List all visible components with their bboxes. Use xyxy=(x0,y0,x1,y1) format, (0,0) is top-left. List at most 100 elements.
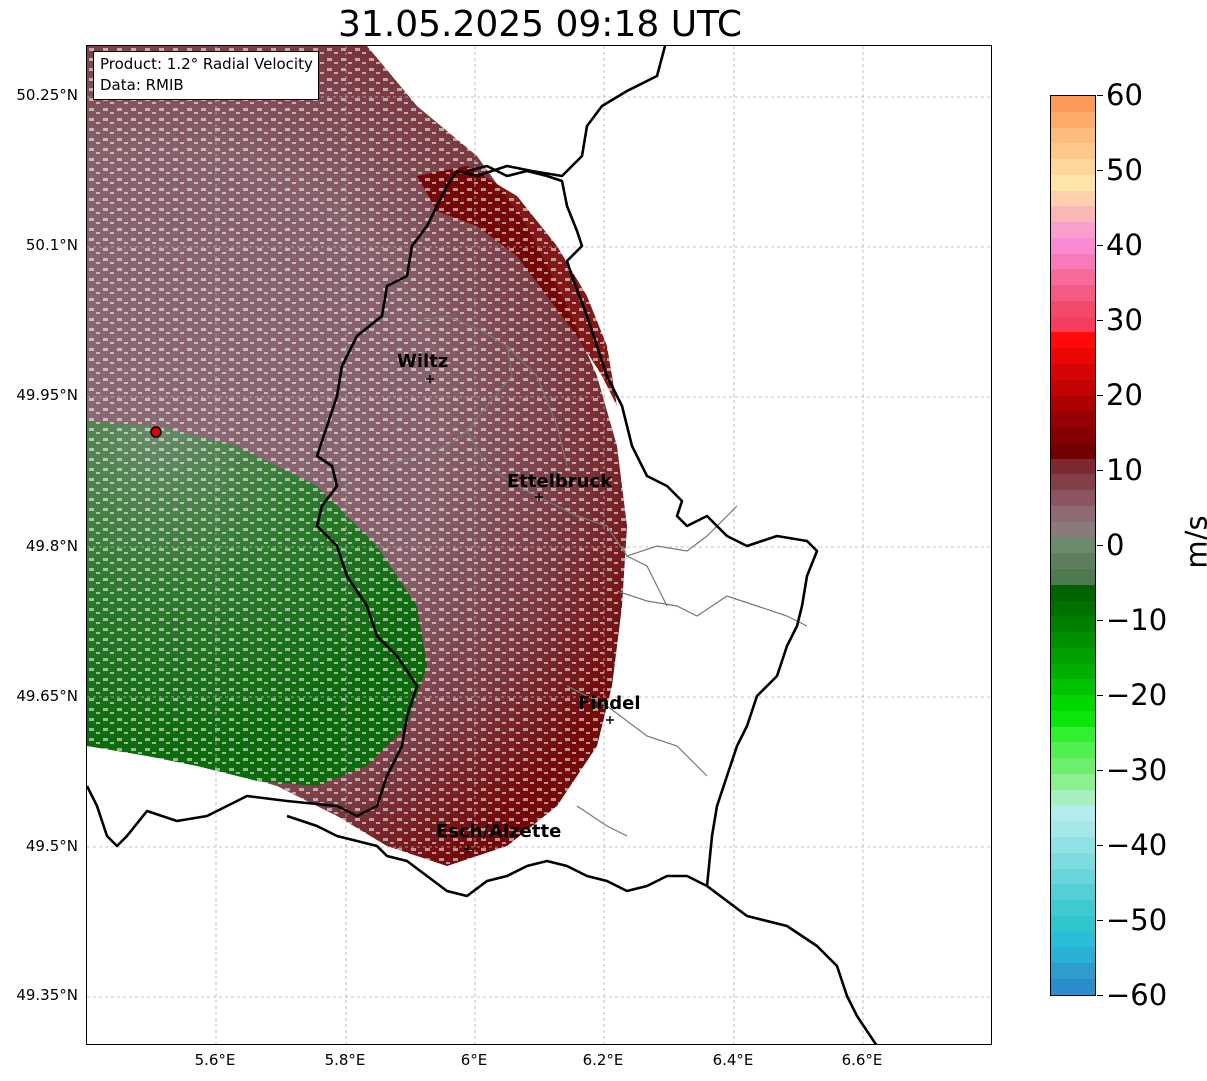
city-label-esch-alzette: Esch/Alzette xyxy=(436,821,562,842)
colorbar-segment xyxy=(1051,978,1095,995)
colorbar-tick xyxy=(1097,245,1103,246)
colorbar-segment xyxy=(1051,852,1095,869)
colorbar-tick xyxy=(1097,170,1103,171)
colorbar-segment xyxy=(1051,206,1095,223)
colorbar-tick xyxy=(1097,770,1103,771)
noise-speckle xyxy=(87,46,647,866)
colorbar-tick xyxy=(1097,995,1103,996)
map-title: 31.05.2025 09:18 UTC xyxy=(337,4,743,45)
lat-tick-label: 49.35°N xyxy=(16,986,78,1004)
colorbar-segment xyxy=(1051,458,1095,475)
colorbar-tick xyxy=(1097,320,1103,321)
colorbar-segment xyxy=(1051,332,1095,349)
colorbar-segment xyxy=(1051,931,1095,948)
colorbar-tick xyxy=(1097,695,1103,696)
colorbar-segment xyxy=(1051,695,1095,711)
colorbar-segment xyxy=(1051,947,1095,964)
lon-tick-label: 5.8°E xyxy=(324,1051,366,1069)
city-label-findel: Findel xyxy=(578,693,641,714)
lon-tick-label: 6°E xyxy=(460,1051,488,1069)
colorbar-segment xyxy=(1051,127,1095,144)
colorbar-tick-label: 10 xyxy=(1106,453,1143,487)
colorbar-segment xyxy=(1051,285,1095,301)
colorbar-tick-label: 30 xyxy=(1106,303,1143,337)
colorbar-segment xyxy=(1051,742,1095,759)
colorbar-segment xyxy=(1051,963,1095,979)
lat-tick-label: 50.25°N xyxy=(16,86,78,104)
colorbar-segment xyxy=(1051,663,1095,680)
colorbar-segment xyxy=(1051,442,1095,459)
colorbar-tick xyxy=(1097,620,1103,621)
colorbar-tick-label: −60 xyxy=(1106,978,1168,1012)
colorbar-segment xyxy=(1051,679,1095,696)
radar-map-canvas xyxy=(87,46,991,1044)
colorbar-segment xyxy=(1051,96,1095,112)
colorbar-segment xyxy=(1051,237,1095,254)
colorbar-segment xyxy=(1051,174,1095,191)
colorbar-segment xyxy=(1051,379,1095,396)
colorbar-segment xyxy=(1051,395,1095,412)
lat-tick-label: 50.1°N xyxy=(25,236,78,254)
colorbar-segment xyxy=(1051,584,1095,601)
lon-tick-label: 6.2°E xyxy=(582,1051,624,1069)
colorbar-segment xyxy=(1051,710,1095,727)
colorbar-segment xyxy=(1051,159,1095,175)
colorbar-segment xyxy=(1051,300,1095,317)
colorbar-segment xyxy=(1051,364,1095,380)
colorbar-tick-label: 40 xyxy=(1106,228,1143,262)
lon-tick-label: 5.6°E xyxy=(194,1051,236,1069)
colorbar-segment xyxy=(1051,505,1095,522)
colorbar-segment xyxy=(1051,900,1095,916)
colorbar-segment xyxy=(1051,411,1095,428)
colorbar-segment xyxy=(1051,726,1095,743)
colorbar-tick-label: 0 xyxy=(1106,528,1125,562)
colorbar-segment xyxy=(1051,143,1095,160)
colorbar-segment xyxy=(1051,773,1095,790)
colorbar-tick xyxy=(1097,545,1103,546)
colorbar-segment xyxy=(1051,222,1095,238)
velocity-colorbar xyxy=(1050,95,1096,996)
colorbar-segment xyxy=(1051,758,1095,774)
city-label-ettelbruck: Ettelbruck xyxy=(507,471,613,492)
colorbar-segment xyxy=(1051,111,1095,128)
colorbar-segment xyxy=(1051,537,1095,554)
product-info-box: Product: 1.2° Radial Velocity Data: RMIB xyxy=(93,51,319,100)
colorbar-segment xyxy=(1051,805,1095,822)
lon-tick-label: 6.4°E xyxy=(712,1051,754,1069)
colorbar-tick-label: 60 xyxy=(1106,78,1143,112)
colorbar-tick xyxy=(1097,845,1103,846)
city-label-wiltz: Wiltz xyxy=(397,351,449,372)
colorbar-segment xyxy=(1051,474,1095,491)
product-label: Product: 1.2° Radial Velocity xyxy=(100,55,313,73)
colorbar-tick-label: −50 xyxy=(1106,903,1168,937)
colorbar-tick-label: −30 xyxy=(1106,753,1168,787)
colorbar-tick-label: −20 xyxy=(1106,678,1168,712)
colorbar-segment xyxy=(1051,821,1095,837)
national-borders xyxy=(87,46,878,1044)
lat-tick-label: 49.95°N xyxy=(16,386,78,404)
colorbar-unit-label: m/s xyxy=(1179,515,1207,569)
colorbar-segment xyxy=(1051,568,1095,585)
colorbar-segment xyxy=(1051,789,1095,806)
colorbar-tick xyxy=(1097,395,1103,396)
colorbar-segment xyxy=(1051,616,1095,633)
city-markers xyxy=(426,375,614,853)
colorbar-tick-label: 50 xyxy=(1106,153,1143,187)
colorbar-segment xyxy=(1051,348,1095,365)
colorbar-tick-label: −40 xyxy=(1106,828,1168,862)
radar-site-marker xyxy=(150,426,162,438)
colorbar-segment xyxy=(1051,190,1095,207)
colorbar-tick xyxy=(1097,95,1103,96)
data-source-label: Data: RMIB xyxy=(100,76,184,94)
lat-tick-label: 49.5°N xyxy=(25,837,78,855)
colorbar-segment xyxy=(1051,253,1095,270)
colorbar-tick xyxy=(1097,920,1103,921)
colorbar-segment xyxy=(1051,600,1095,617)
colorbar-segment xyxy=(1051,632,1095,648)
colorbar-segment xyxy=(1051,490,1095,506)
radar-map[interactable] xyxy=(86,45,992,1045)
colorbar-segment xyxy=(1051,553,1095,569)
colorbar-segment xyxy=(1051,915,1095,932)
colorbar-tick xyxy=(1097,470,1103,471)
canton-boundaries xyxy=(386,315,808,837)
